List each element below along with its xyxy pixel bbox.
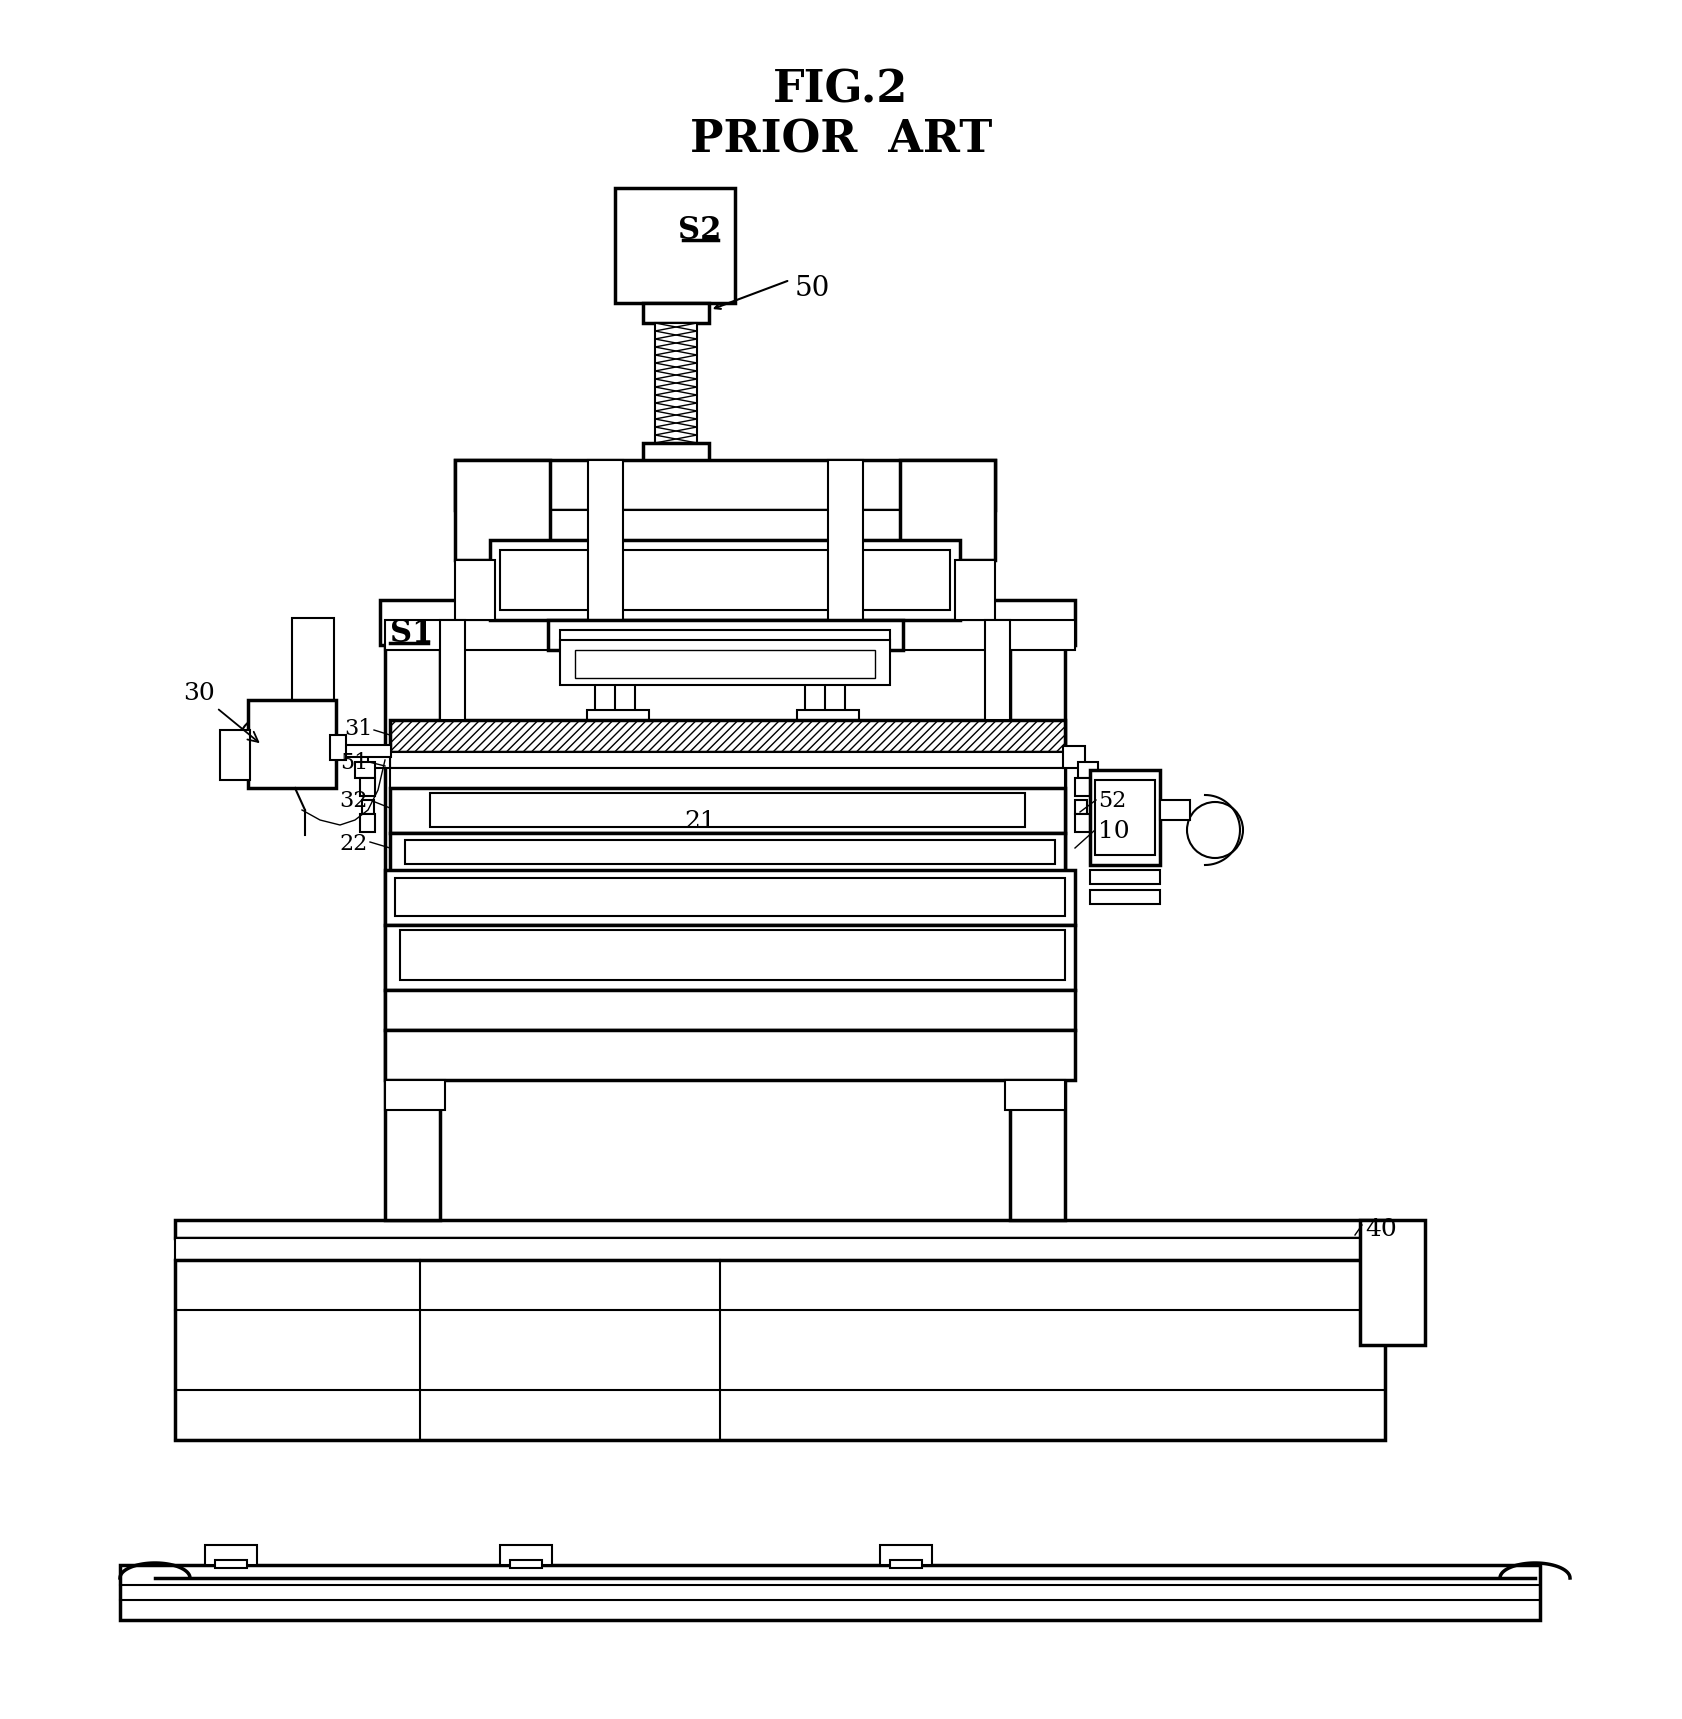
Text: 50: 50 bbox=[796, 275, 831, 303]
Bar bbox=[385, 925, 1075, 990]
Bar bbox=[589, 461, 622, 660]
Bar bbox=[1090, 870, 1161, 884]
Bar bbox=[119, 1564, 1541, 1619]
Bar bbox=[385, 1080, 446, 1110]
Bar bbox=[390, 834, 1065, 872]
Bar bbox=[175, 1238, 1384, 1260]
Bar bbox=[587, 710, 649, 724]
Bar bbox=[205, 1545, 257, 1564]
Bar bbox=[500, 550, 950, 610]
Bar bbox=[643, 303, 710, 323]
Bar bbox=[510, 1561, 542, 1568]
Bar bbox=[368, 746, 390, 768]
Bar bbox=[489, 540, 960, 621]
Bar bbox=[1078, 762, 1098, 779]
Bar bbox=[385, 1030, 1075, 1080]
Bar bbox=[456, 461, 550, 560]
Text: 30: 30 bbox=[183, 682, 259, 743]
Bar bbox=[1075, 815, 1090, 832]
Text: 21: 21 bbox=[685, 810, 717, 834]
Text: S2: S2 bbox=[678, 215, 722, 246]
Bar bbox=[390, 787, 1065, 834]
Bar bbox=[385, 621, 1075, 650]
Bar bbox=[654, 323, 696, 444]
Bar bbox=[405, 841, 1055, 865]
Text: 32: 32 bbox=[340, 791, 368, 811]
Text: 51: 51 bbox=[340, 751, 368, 774]
Text: FIG.2: FIG.2 bbox=[774, 69, 908, 112]
Text: 52: 52 bbox=[1098, 791, 1127, 811]
Bar bbox=[385, 870, 1075, 925]
Bar bbox=[797, 710, 860, 724]
Bar bbox=[1090, 770, 1161, 865]
Bar bbox=[890, 1561, 922, 1568]
Bar bbox=[1095, 780, 1156, 854]
Bar bbox=[395, 878, 1065, 916]
Bar bbox=[560, 639, 890, 684]
Bar bbox=[441, 621, 464, 720]
Bar bbox=[828, 461, 863, 660]
Bar bbox=[1006, 1080, 1065, 1110]
Bar bbox=[215, 1561, 247, 1568]
Bar bbox=[1075, 779, 1090, 796]
Text: 31: 31 bbox=[345, 719, 373, 739]
Bar bbox=[1075, 799, 1087, 815]
Bar bbox=[1361, 1220, 1425, 1344]
Bar bbox=[360, 815, 375, 832]
Bar bbox=[330, 736, 346, 760]
Text: 10: 10 bbox=[1098, 820, 1130, 842]
Bar bbox=[548, 621, 903, 650]
Text: S1: S1 bbox=[390, 619, 434, 650]
Bar bbox=[247, 700, 336, 787]
Bar bbox=[1063, 746, 1085, 768]
Bar bbox=[500, 1545, 552, 1564]
Bar bbox=[431, 792, 1024, 827]
Bar bbox=[385, 990, 1075, 1030]
Bar bbox=[175, 1220, 1384, 1238]
Bar bbox=[380, 600, 1075, 645]
Bar bbox=[1161, 799, 1189, 820]
Bar bbox=[390, 751, 1065, 768]
Bar bbox=[362, 799, 373, 815]
Bar bbox=[175, 1260, 1384, 1441]
Bar bbox=[1090, 890, 1161, 904]
Bar bbox=[616, 187, 735, 303]
Bar bbox=[400, 930, 1065, 980]
Bar bbox=[560, 629, 890, 648]
Bar bbox=[456, 461, 996, 511]
Bar bbox=[390, 720, 1065, 751]
Bar bbox=[456, 560, 495, 621]
Bar bbox=[336, 744, 390, 756]
Text: PRIOR  ART: PRIOR ART bbox=[690, 119, 992, 162]
Text: 40: 40 bbox=[1366, 1219, 1396, 1241]
Bar bbox=[955, 560, 996, 621]
Bar bbox=[360, 779, 375, 796]
Bar bbox=[643, 444, 710, 461]
Bar bbox=[390, 768, 1065, 787]
Bar bbox=[220, 731, 251, 780]
Bar bbox=[293, 619, 335, 719]
Text: 22: 22 bbox=[340, 834, 368, 854]
Bar bbox=[575, 650, 875, 677]
Bar bbox=[1009, 621, 1065, 1220]
Bar bbox=[900, 461, 996, 560]
Bar bbox=[880, 1545, 932, 1564]
Bar bbox=[986, 621, 1009, 720]
Bar bbox=[355, 762, 375, 779]
Bar bbox=[459, 511, 991, 540]
Bar bbox=[385, 621, 441, 1220]
